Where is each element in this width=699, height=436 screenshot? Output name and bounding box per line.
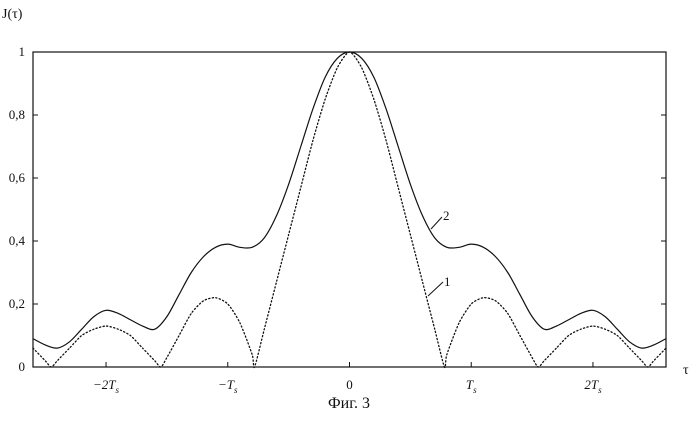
y-tick-label: 0 — [19, 359, 26, 374]
series-layer — [33, 52, 666, 368]
y-axis-ticks: 0 0,2 0,4 0,6 0,8 1 — [9, 44, 666, 374]
plot-frame — [33, 52, 666, 367]
y-axis-title: J(τ) — [2, 7, 23, 22]
x-tick-label: 0 — [346, 377, 353, 392]
curve-1-label: 1 — [444, 274, 451, 289]
y-tick-label: 0,2 — [9, 296, 25, 311]
y-tick-label: 0,8 — [9, 107, 25, 122]
y-tick-label: 0,6 — [9, 170, 26, 185]
x-tick-label: −2Ts — [93, 377, 120, 395]
x-axis-title: τ — [683, 363, 689, 378]
curve-2-label: 2 — [443, 208, 450, 223]
series-2-line — [33, 52, 666, 348]
curve-1-leader — [428, 282, 443, 296]
figure-caption: Фиг. 3 — [328, 395, 370, 412]
y-tick-label: 1 — [19, 44, 26, 59]
series-1-line — [33, 52, 666, 368]
x-tick-label: −Ts — [218, 377, 238, 395]
curve-2-leader — [431, 217, 442, 229]
x-tick-label: 2Ts — [584, 377, 602, 395]
x-tick-label: Ts — [466, 377, 477, 395]
y-tick-label: 0,4 — [9, 233, 26, 248]
